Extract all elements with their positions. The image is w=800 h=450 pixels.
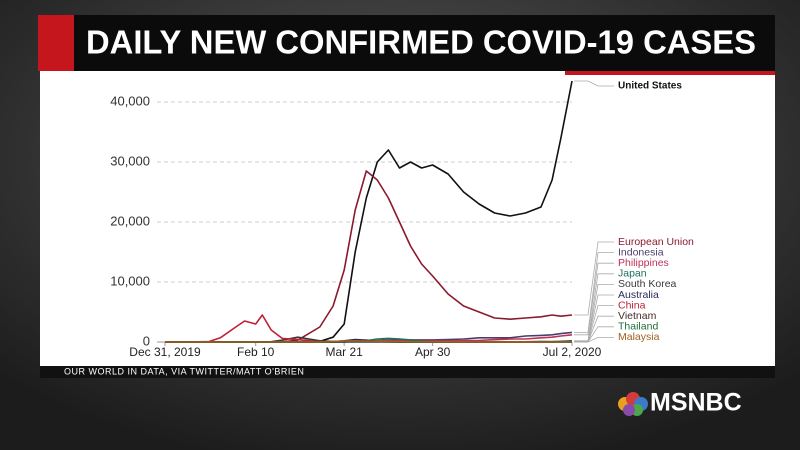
x-tick-label: Feb 10 [237, 345, 275, 359]
series-label: Thailand [618, 321, 658, 333]
series-label: Malaysia [618, 331, 660, 343]
source: OUR WORLD IN DATA, VIA TWITTER/MATT O'BR… [64, 366, 304, 376]
label-connector [574, 262, 614, 336]
y-tick-label: 0 [143, 333, 150, 348]
series-label: Australia [618, 289, 659, 301]
y-tick-label: 40,000 [110, 93, 150, 108]
label-connector [574, 252, 614, 333]
label-connector [574, 273, 614, 342]
series-label: European Union [618, 236, 694, 248]
chart-panel [40, 71, 775, 366]
series-label: South Korea [618, 278, 677, 290]
label-connector [574, 241, 614, 316]
x-tick-label: Apr 30 [415, 345, 451, 359]
chart-title: DAILY NEW CONFIRMED COVID-19 CASES [86, 24, 756, 61]
y-tick-label: 30,000 [110, 153, 150, 168]
series-label: United States [618, 81, 682, 92]
source-bar [40, 366, 775, 378]
x-tick-label: Jul 2, 2020 [543, 345, 602, 359]
series-label: Vietnam [618, 310, 657, 322]
title-accent [38, 15, 74, 71]
logo: MSNBC [650, 389, 742, 417]
plot: 0 10,000 20,000 30,000 40,000 Dec 31, 2019 Feb… [110, 80, 694, 359]
series-label: China [618, 299, 646, 311]
y-tick-label: 10,000 [110, 273, 150, 288]
series-label: Indonesia [618, 246, 664, 258]
series-label: Japan [618, 268, 647, 280]
panel-accent [565, 71, 775, 75]
x-tick-label: Mar 21 [325, 345, 363, 359]
series-label: Philippines [618, 257, 669, 269]
x-tick-label: Dec 31, 2019 [129, 345, 201, 359]
label-connector [574, 336, 614, 343]
series-line [165, 340, 572, 343]
y-tick-label: 20,000 [110, 213, 150, 228]
logo-mark [618, 392, 648, 416]
title-bar [38, 15, 775, 71]
label-connector [574, 80, 614, 87]
